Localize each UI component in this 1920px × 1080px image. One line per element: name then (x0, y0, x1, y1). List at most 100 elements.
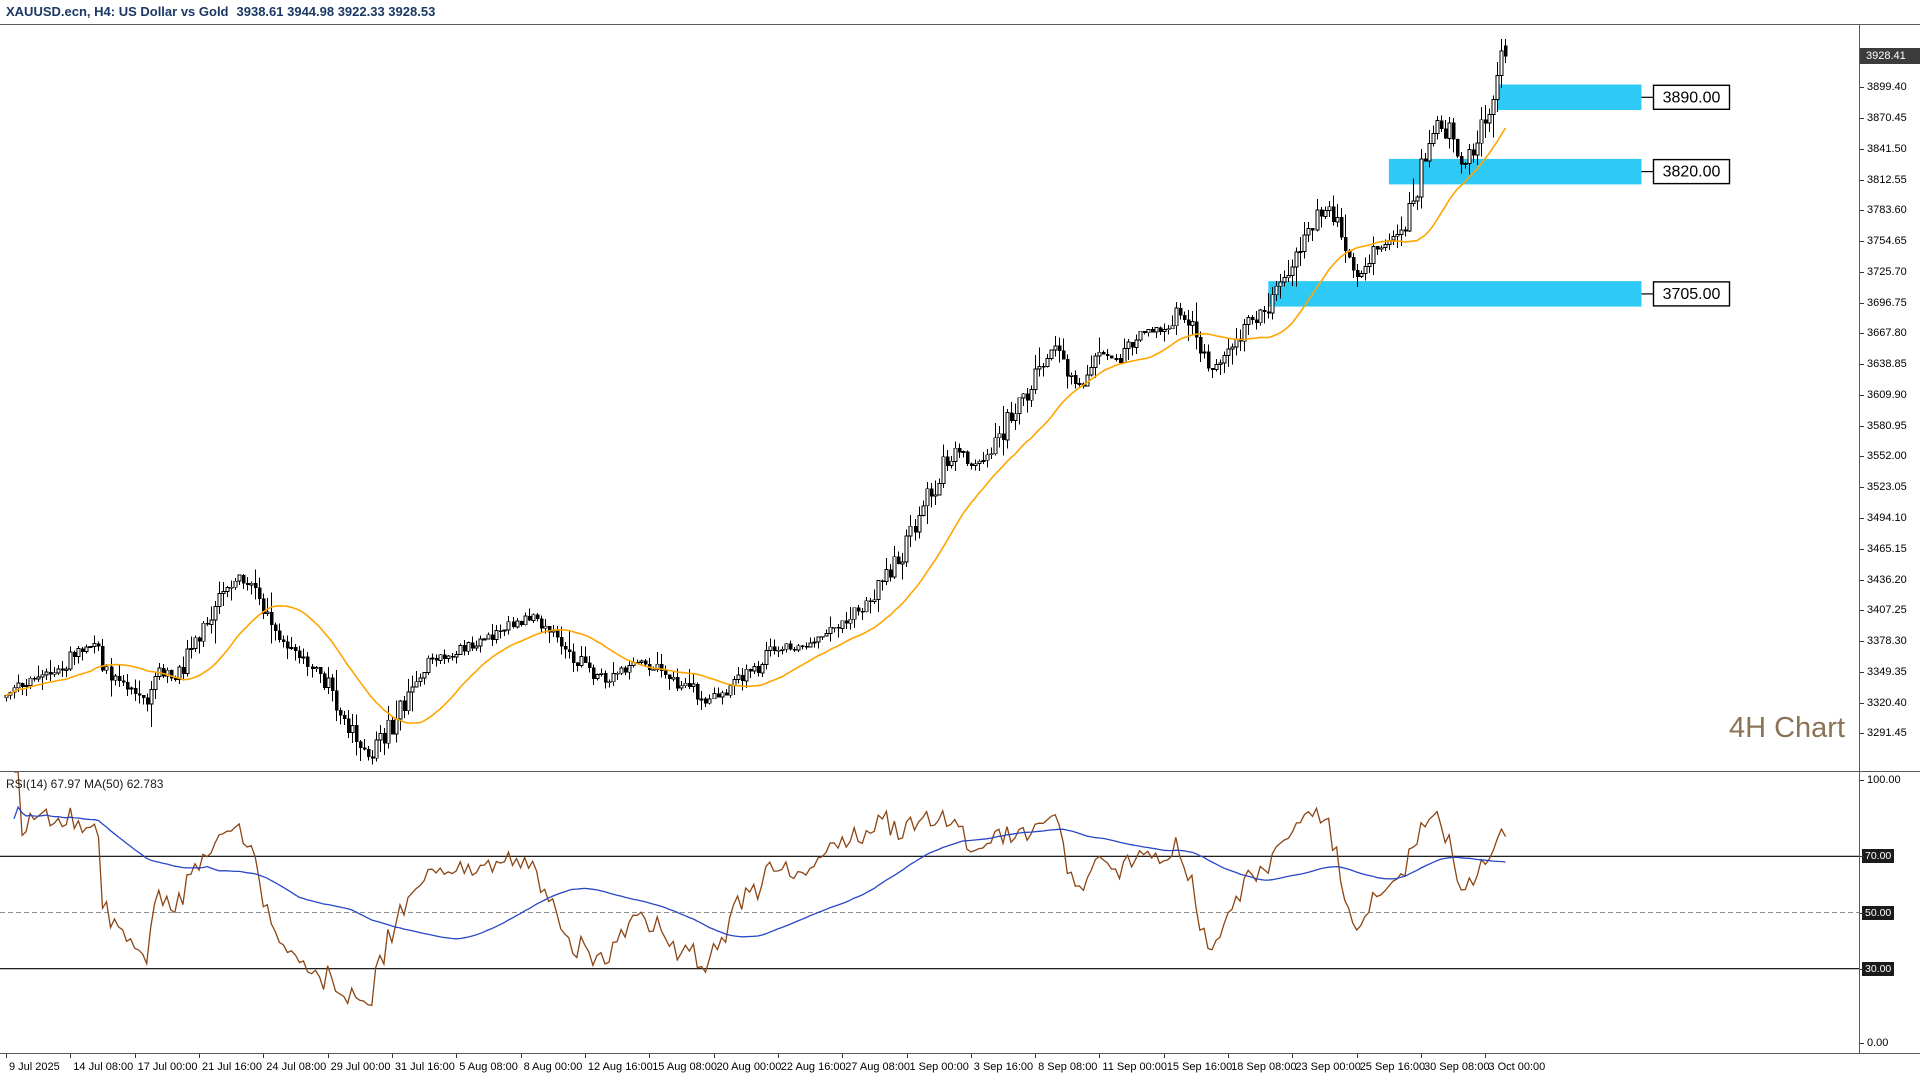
price-axis-label: 3638.85 (1860, 357, 1907, 371)
time-axis-label: 22 Aug 16:00 (780, 1061, 846, 1073)
ma-line (5, 127, 1507, 724)
axis-tick (1860, 518, 1864, 519)
time-axis[interactable]: 9 Jul 2025 14 Jul 08:00 17 Jul 00:00 21 Jul… (0, 1054, 1920, 1080)
axis-tick (1860, 425, 1864, 427)
price-axis-label: 3436.20 (1860, 573, 1907, 587)
time-axis-tick (1163, 1054, 1165, 1058)
time-axis-label: 3 Sep 16:00 (973, 1061, 1034, 1073)
rsi-indicator-label: RSI(14) 67.97 MA(50) 62.783 (6, 777, 164, 791)
watermark-4h-chart: 4H Chart (1729, 712, 1845, 744)
time-axis-tick (777, 1054, 779, 1058)
time-axis-tick (263, 1054, 265, 1058)
zone-label-text: 3820.00 (1663, 164, 1721, 181)
supply-demand-zones[interactable] (1268, 84, 1642, 307)
time-axis-tick (842, 1054, 844, 1058)
time-axis-tick (1099, 1054, 1101, 1058)
price-axis-label: 3291.45 (1860, 726, 1907, 740)
panel-resize-divider[interactable] (0, 771, 1920, 772)
time-axis-label: 18 Sep 08:00 (1231, 1061, 1297, 1073)
time-axis-label: 1 Sep 00:00 (909, 1061, 969, 1073)
price-axis-label: 3378.30 (1860, 634, 1907, 648)
time-axis-tick (70, 1054, 72, 1058)
rsi-axis-label: 100.00 (1860, 773, 1901, 787)
time-axis-label: 15 Aug 08:00 (652, 1061, 718, 1073)
price-axis-label: 3812.55 (1860, 173, 1907, 187)
time-axis-tick (134, 1054, 136, 1058)
price-axis-label: 3580.95 (1860, 419, 1907, 433)
axis-tick (1860, 87, 1864, 89)
price-axis-label: 3783.60 (1860, 203, 1907, 217)
zone-label-box[interactable] (1652, 281, 1731, 307)
price-axis-label: 3320.40 (1860, 696, 1907, 710)
price-axis[interactable]: 3899.40 3870.45 3841.50 3812.55 3783.60 3754.… (1860, 25, 1920, 771)
time-axis-label: 30 Sep 08:00 (1424, 1061, 1490, 1073)
time-axis-tick (6, 1054, 7, 1058)
chart-title-bar: XAUUSD.ecn, H4: US Dollar vs Gold 3938.61… (6, 4, 435, 22)
candles-up (4, 50, 1504, 759)
time-axis-separator (0, 1053, 1920, 1054)
time-axis-tick (327, 1054, 329, 1058)
rsi-panel-canvas[interactable] (0, 772, 1859, 1053)
time-axis-label: 3 Oct 00:00 (1488, 1061, 1546, 1073)
time-axis-label: 25 Sep 16:00 (1359, 1061, 1426, 1073)
axis-tick (1860, 456, 1864, 458)
axis-tick (1860, 641, 1864, 642)
axis-tick (1860, 179, 1864, 181)
price-axis-label: 3696.75 (1860, 296, 1907, 310)
time-axis-label: 8 Sep 08:00 (1038, 1061, 1098, 1073)
price-axis-label: 3349.35 (1860, 665, 1907, 679)
time-axis-label: 23 Sep 00:00 (1295, 1061, 1361, 1073)
price-axis-label: 3465.15 (1860, 542, 1907, 556)
axis-tick (1860, 210, 1864, 212)
axis-tick (1860, 968, 1864, 970)
axis-tick (1860, 487, 1864, 489)
zone-label-box[interactable] (1652, 84, 1731, 110)
time-axis-label: 14 Jul 08:00 (73, 1061, 134, 1073)
price-axis-label: 3841.50 (1860, 142, 1907, 156)
time-axis-tick (1228, 1054, 1230, 1058)
zone-label-text: 3705.00 (1663, 286, 1721, 303)
price-axis-label: 3523.05 (1860, 480, 1907, 494)
time-axis-label: 11 Sep 00:00 (1102, 1061, 1168, 1073)
axis-tick (1860, 912, 1864, 914)
axis-tick (1860, 548, 1864, 550)
axis-tick (1860, 118, 1864, 119)
rsi-ma-line (13, 805, 1506, 940)
top-separator (0, 24, 1920, 25)
rsi-axis[interactable]: 100.00 70.00 50.00 30.00 0.00 (1860, 772, 1920, 1053)
time-axis-tick (199, 1054, 200, 1058)
time-axis-label: 20 Aug 00:00 (716, 1061, 782, 1073)
time-axis-label: 8 Aug 00:00 (523, 1061, 583, 1073)
axis-tick (1860, 702, 1864, 704)
price-axis-label: 3725.70 (1860, 265, 1907, 279)
price-axis-label: 3899.40 (1860, 80, 1907, 94)
axis-tick (1860, 1043, 1864, 1044)
zone-label-text: 3890.00 (1663, 89, 1721, 106)
axis-tick (1860, 733, 1864, 735)
time-axis-tick (906, 1054, 908, 1058)
time-axis-tick (456, 1054, 458, 1058)
price-axis-label: 3552.00 (1860, 449, 1907, 463)
axis-tick (1860, 780, 1864, 781)
zone-price-labels[interactable]: 3890.00 3820.00 3705.00 (1641, 84, 1731, 307)
zone-label-box[interactable] (1652, 158, 1731, 185)
axis-tick (1860, 241, 1864, 243)
time-axis-label: 12 Aug 16:00 (587, 1061, 653, 1073)
time-axis-tick (520, 1054, 522, 1058)
time-axis-tick (1485, 1054, 1487, 1058)
symbol-title: XAUUSD.ecn, H4: US Dollar vs Gold (6, 4, 229, 19)
time-axis-label: 24 Jul 08:00 (266, 1061, 327, 1073)
price-axis-label: 3754.65 (1860, 234, 1907, 248)
price-axis-label: 3407.25 (1860, 603, 1907, 617)
time-axis-label: 21 Jul 16:00 (202, 1061, 262, 1073)
time-axis-tick (713, 1054, 715, 1058)
main-chart-canvas[interactable]: 3890.00 3820.00 3705.00 4H Chart (0, 25, 1859, 771)
time-axis-label: 31 Jul 16:00 (394, 1061, 455, 1073)
time-axis-tick (1356, 1054, 1358, 1058)
time-axis-tick (970, 1054, 972, 1058)
time-axis-label: 17 Jul 00:00 (137, 1061, 198, 1073)
axis-tick (1860, 394, 1864, 396)
time-axis-tick (391, 1054, 393, 1058)
axis-tick (1860, 302, 1864, 304)
